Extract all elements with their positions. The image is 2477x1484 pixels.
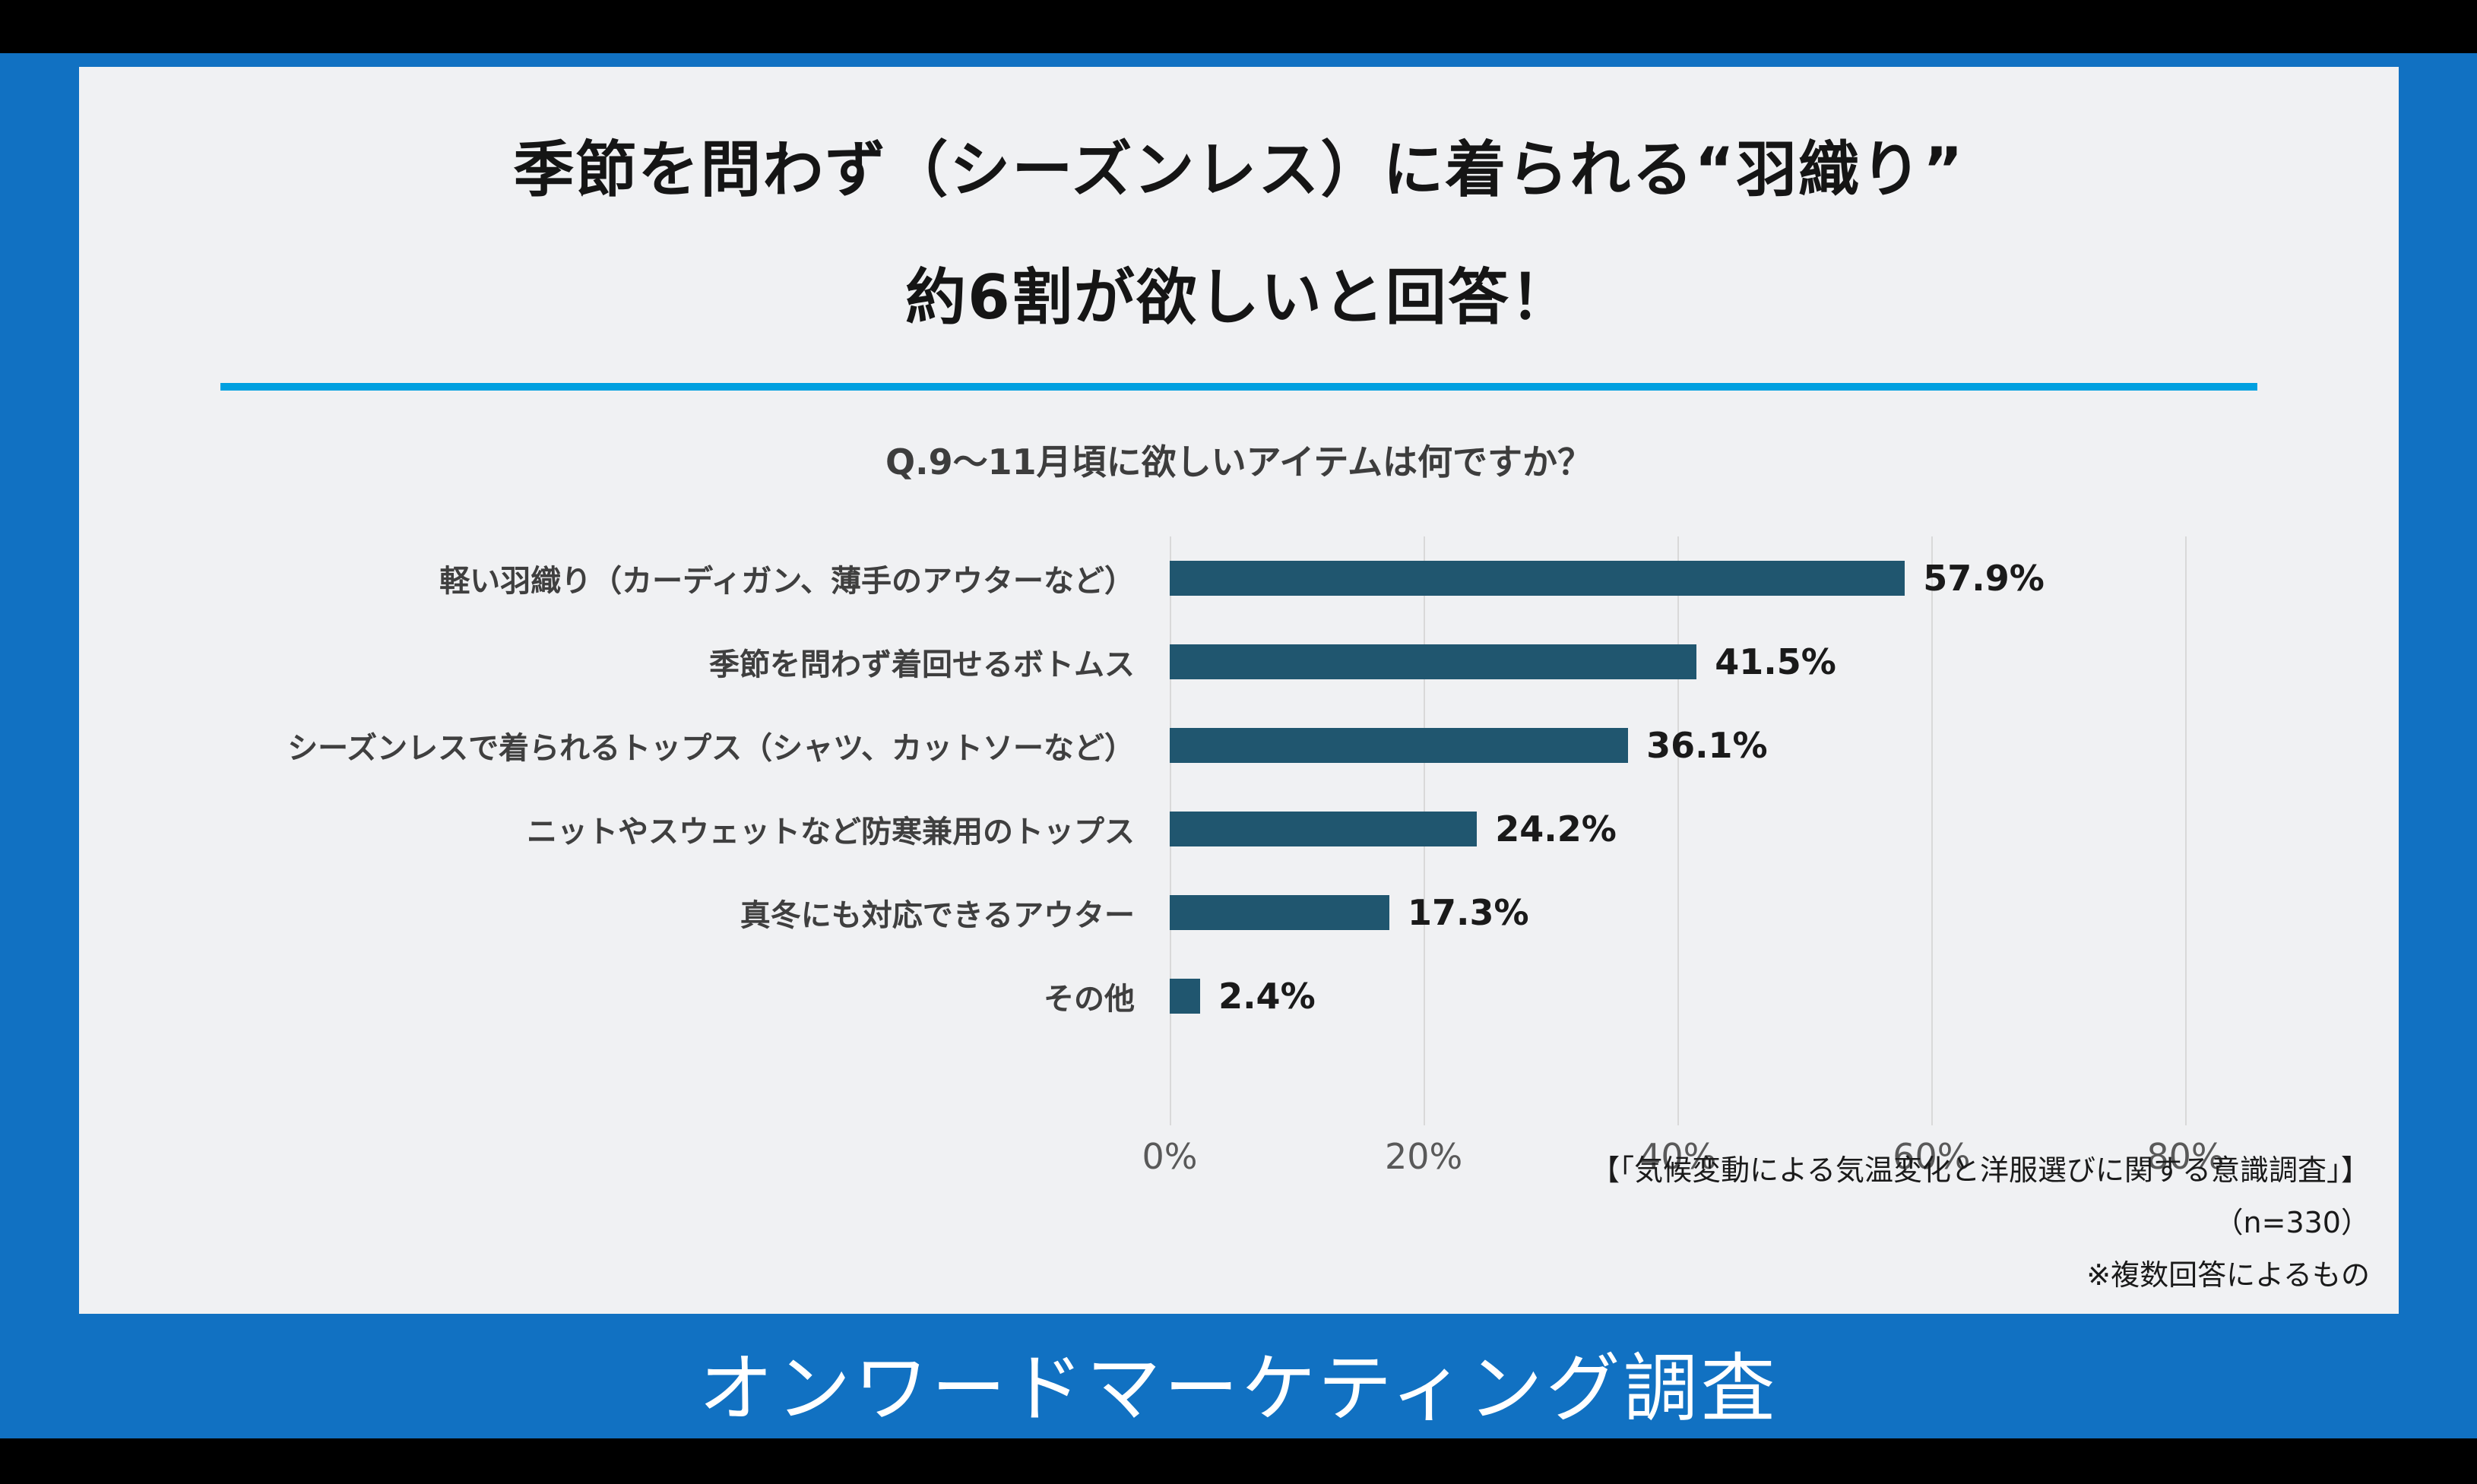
grid-line <box>2185 536 2187 1125</box>
bar-row: 季節を問わず着回せるボトムス 41.5% <box>709 620 2257 704</box>
bar-value: 36.1% <box>1646 725 1768 766</box>
bar-value: 57.9% <box>1923 558 2045 599</box>
x-axis-tick-label: 80% <box>2146 1136 2225 1177</box>
card-title-line2: 約6割が欲しいと回答！ <box>905 262 1573 333</box>
bar-value: 17.3% <box>1408 892 1529 933</box>
plot-area: 軽い羽織り（カーディガン、薄手のアウターなど） 57.9% 季節を問わず着回せるボト… <box>287 536 2257 1125</box>
bar-row: 真冬にも対応できるアウター 17.3% <box>740 871 2257 954</box>
source-note-line3: ※複数回答によるもの <box>2086 1258 2370 1292</box>
bar <box>1170 728 1629 763</box>
x-axis-tick-label: 60% <box>1893 1136 1971 1177</box>
footer-banner-title: オンワードマーケティング調査 <box>698 1346 1779 1432</box>
source-note-line1: 【「気候変動による気温変化と洋服選びに関する意識調査」】 <box>1591 1153 2370 1187</box>
source-notes: 【「気候変動による気温変化と洋服選びに関する意識調査」】 （n=330） ※複数… <box>1591 1144 2370 1302</box>
grid-line <box>1931 536 1934 1125</box>
x-axis-tick-label: 0% <box>1142 1136 1198 1177</box>
bar <box>1170 644 1697 679</box>
top-letterbox-bar <box>0 0 2477 53</box>
bar <box>1170 895 1389 930</box>
chart-question: Q.9～11月頃に欲しいアイテムは何ですか？ <box>885 441 1592 483</box>
bottom-letterbox-bar <box>0 1438 2477 1484</box>
bar-value: 2.4% <box>1218 976 1316 1017</box>
bar-row: シーズンレスで着られるトップス（シャツ、カットソーなど） 36.1% <box>287 704 2257 787</box>
title-divider <box>220 383 2257 391</box>
bar-label: シーズンレスで着られるトップス（シャツ、カットソーなど） <box>287 731 1135 766</box>
bar-rows: 軽い羽織り（カーディガン、薄手のアウターなど） 57.9% 季節を問わず着回せるボト… <box>287 536 2257 1038</box>
bar-row: 軽い羽織り（カーディガン、薄手のアウターなど） 57.9% <box>439 536 2257 620</box>
grid-line <box>1677 536 1680 1125</box>
bar <box>1170 979 1201 1014</box>
card-title: 季節を問わず（シーズンレス）に着られる“羽織り” 約6割が欲しいと回答！ <box>79 106 2399 362</box>
x-axis-tick-label: 20% <box>1384 1136 1463 1177</box>
card-title-line1: 季節を問わず（シーズンレス）に着られる“羽織り” <box>513 134 1965 205</box>
bar-label: 軽い羽織り（カーディガン、薄手のアウターなど） <box>439 564 1135 599</box>
x-axis-tick-label: 40% <box>1639 1136 1717 1177</box>
bar-row: その他 2.4% <box>1044 954 2257 1038</box>
bar-label: その他 <box>1044 982 1135 1017</box>
bar-value: 41.5% <box>1715 641 1836 682</box>
bar <box>1170 812 1478 846</box>
bar-row: ニットやスウェットなど防寒兼用のトップス 24.2% <box>527 787 2257 871</box>
survey-card: 季節を問わず（シーズンレス）に着られる“羽織り” 約6割が欲しいと回答！ Q.9… <box>79 67 2399 1314</box>
bar-label: 真冬にも対応できるアウター <box>740 898 1135 933</box>
bar-label: ニットやスウェットなど防寒兼用のトップス <box>527 815 1135 850</box>
bar-label: 季節を問わず着回せるボトムス <box>709 647 1135 682</box>
bar <box>1170 561 1905 596</box>
x-axis: 0% 20% 40% 60% 80% <box>1142 1136 2257 1191</box>
source-note-line2: （n=330） <box>2214 1205 2370 1239</box>
bar-value: 24.2% <box>1495 808 1617 850</box>
